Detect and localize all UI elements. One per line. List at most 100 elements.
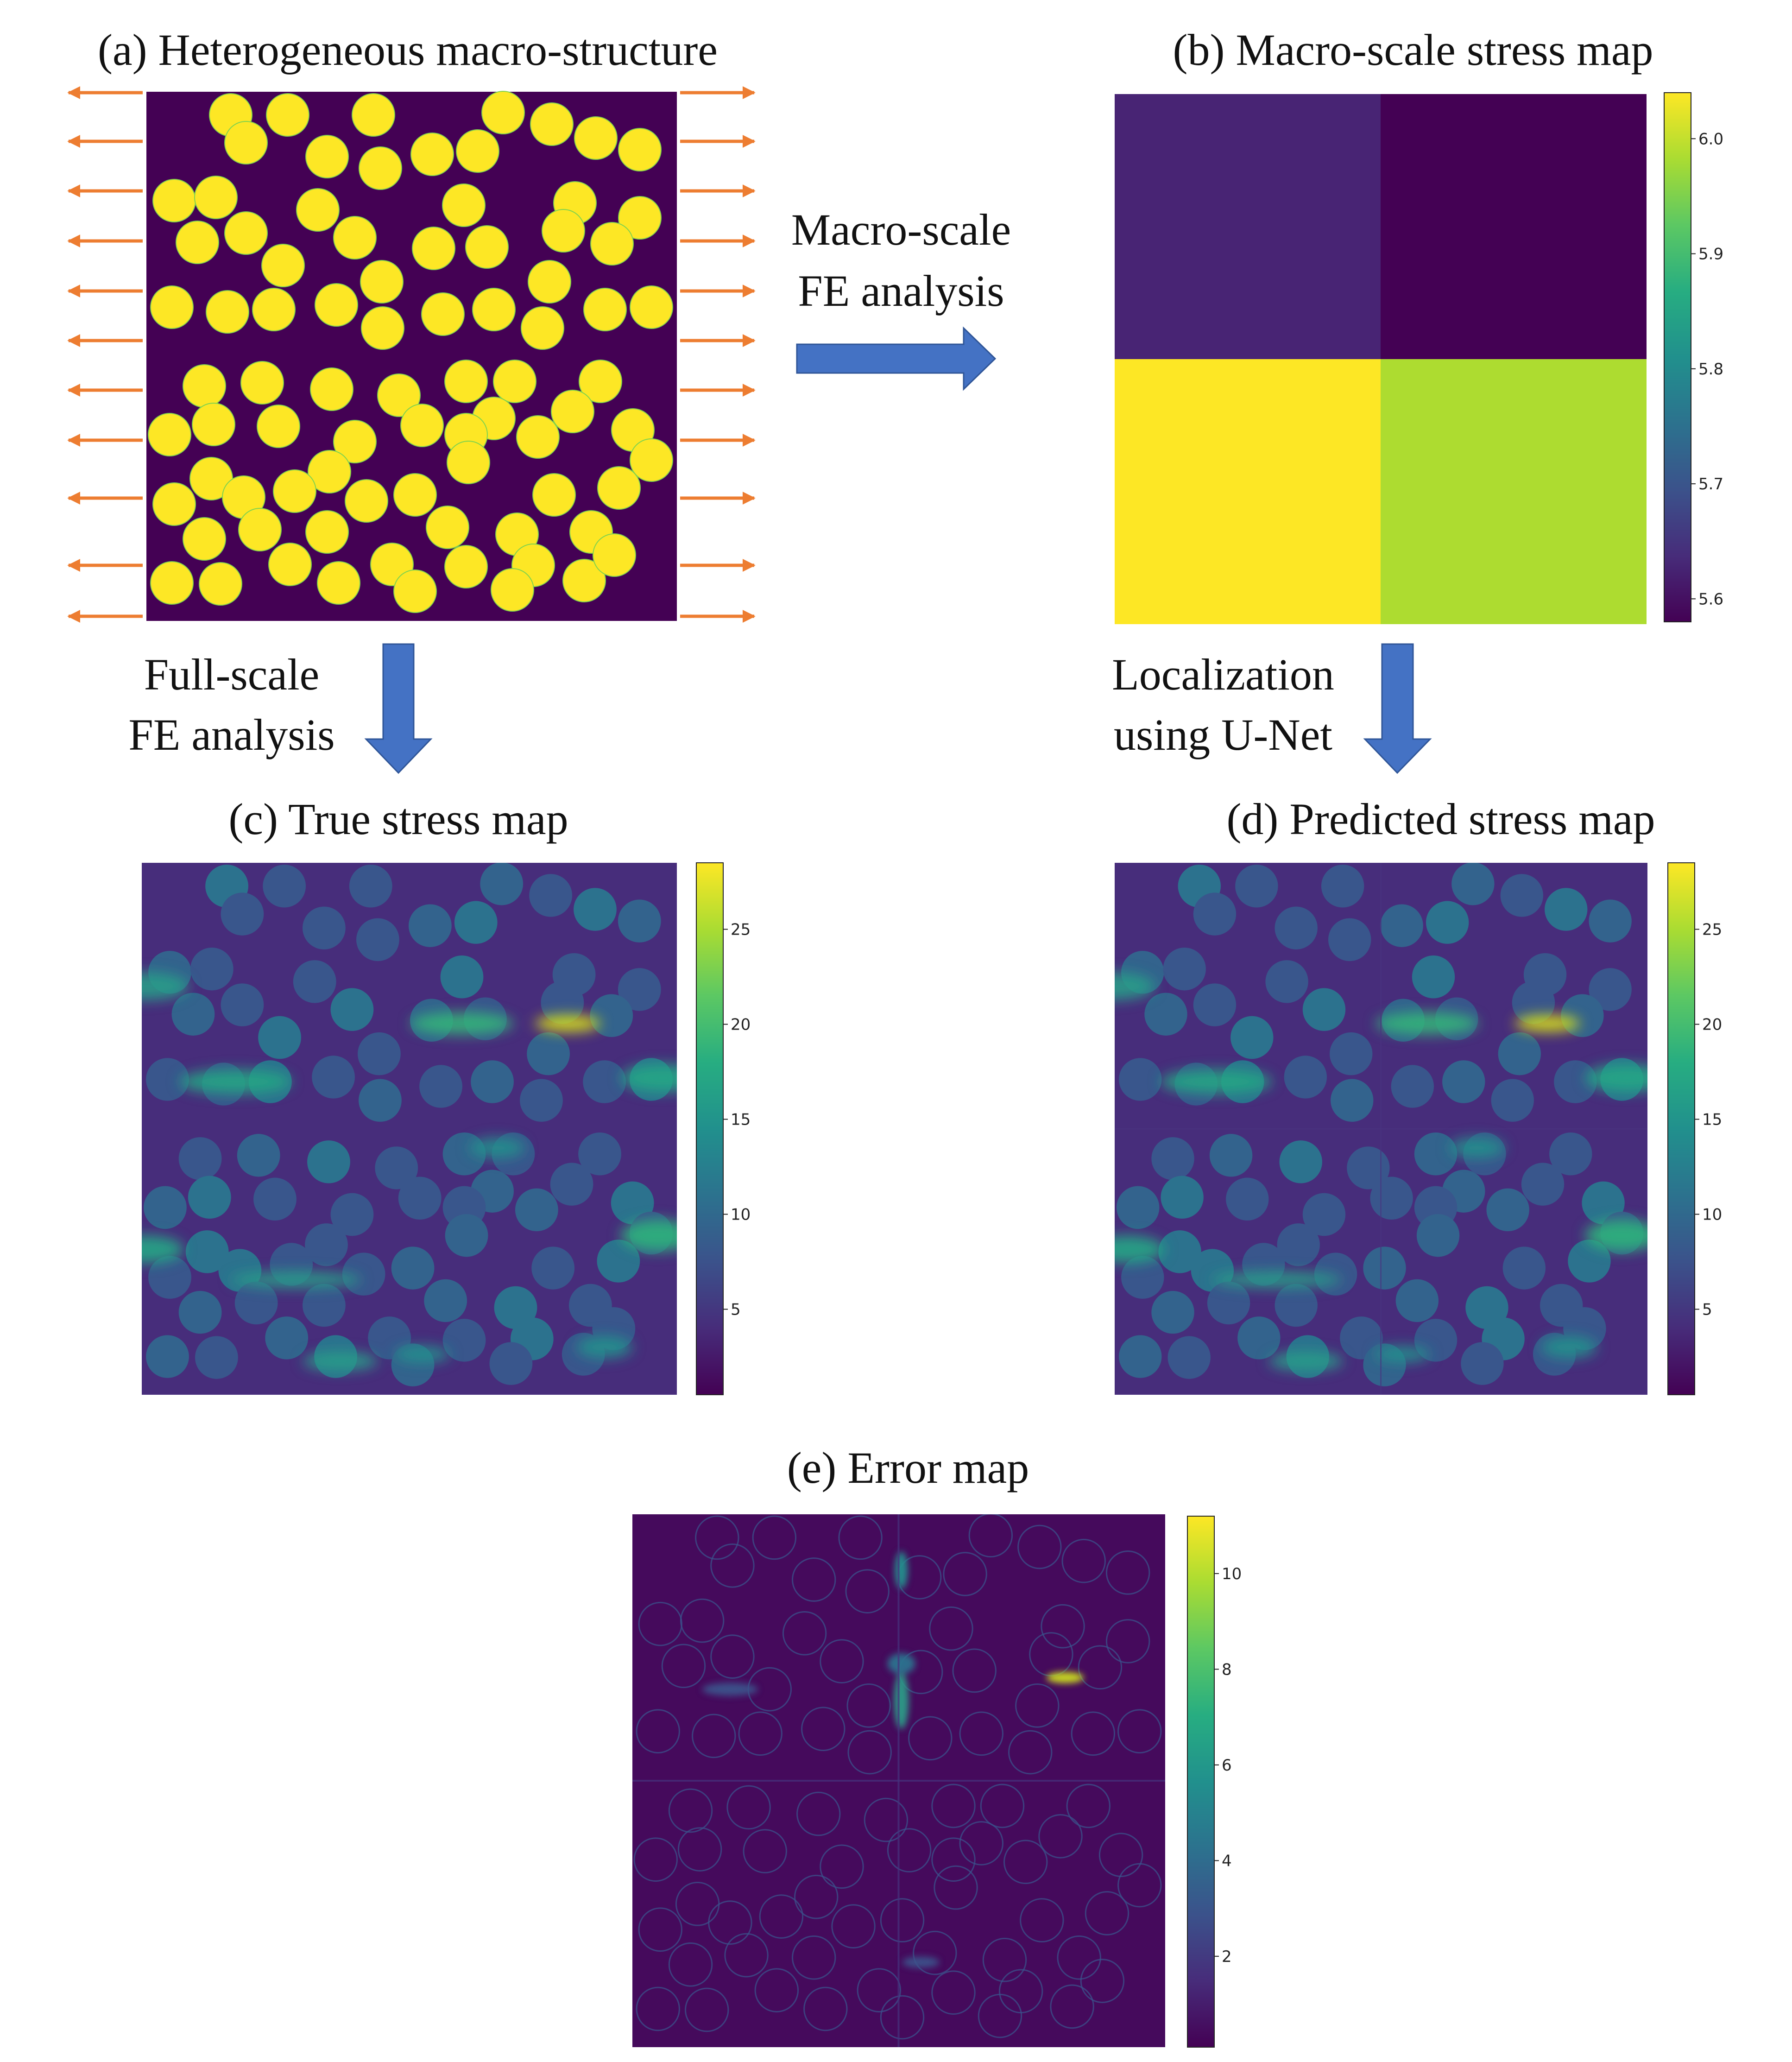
- panel-c-title: (c) True stress map: [228, 794, 568, 844]
- inclusion-particle: [252, 288, 296, 331]
- inclusion-particle: [296, 188, 340, 232]
- stress-particle: [307, 1140, 350, 1183]
- stress-particle: [1121, 1256, 1164, 1299]
- stress-hotspot: [1374, 1346, 1430, 1363]
- stress-hotspot: [620, 1220, 677, 1252]
- stress-particle: [1451, 863, 1495, 905]
- colorbar-gradient: [1667, 862, 1695, 1395]
- inclusion-particle: [261, 244, 305, 287]
- stress-particle: [1370, 1176, 1413, 1220]
- tension-load-arrows: [67, 86, 756, 623]
- error-ring: [931, 1837, 976, 1882]
- error-ring: [1061, 1538, 1106, 1583]
- panel-a-title: (a) Heterogeneous macro-structure: [98, 25, 718, 75]
- inclusion-particle: [393, 569, 437, 613]
- error-ring: [1117, 1709, 1162, 1754]
- stress-particle: [1158, 1230, 1201, 1273]
- stress-particle: [359, 1079, 402, 1122]
- colorbar-gradient: [696, 862, 724, 1395]
- stress-particle: [1321, 865, 1364, 908]
- error-ring: [908, 1716, 953, 1761]
- stress-particle: [398, 1176, 442, 1220]
- stress-particle: [178, 1290, 222, 1334]
- error-hotspot: [894, 1673, 909, 1729]
- error-ring: [668, 1942, 713, 1987]
- inclusion-particle: [393, 473, 437, 517]
- stress-particle: [1284, 1056, 1327, 1099]
- stress-hotspot: [230, 1271, 362, 1288]
- stress-particle: [305, 1223, 348, 1266]
- predicted-stress-field: [1115, 863, 1647, 1386]
- stress-particle: [1426, 901, 1469, 944]
- stress-hotspot: [1211, 1271, 1342, 1288]
- error-ring: [1117, 1863, 1162, 1908]
- inclusion-particle: [310, 367, 353, 411]
- error-ring: [791, 1935, 836, 1980]
- error-ring: [1071, 1711, 1116, 1756]
- inclusion-particle: [618, 196, 662, 240]
- stress-particle: [1302, 1193, 1346, 1236]
- colorbar-tick-label: 10: [1702, 1206, 1722, 1224]
- error-ring: [929, 1606, 973, 1651]
- inclusion-particle: [493, 360, 536, 403]
- stress-particle: [440, 955, 484, 999]
- colorbar-tick-label: 4: [1222, 1852, 1232, 1870]
- stress-particle: [293, 960, 336, 1003]
- stress-particle: [146, 1058, 189, 1101]
- stress-particle: [424, 1279, 467, 1322]
- stress-particle: [1416, 1214, 1460, 1257]
- error-ring: [1038, 1814, 1083, 1859]
- stress-particle: [146, 1335, 189, 1378]
- predicted-stress-map: [1115, 863, 1647, 1395]
- inclusion-particle: [590, 222, 634, 266]
- stress-particle: [1265, 960, 1308, 1003]
- panel-e: 10 8 6 4 2: [632, 1514, 1242, 2048]
- inclusion-particle: [345, 479, 388, 523]
- stress-particle: [1302, 988, 1346, 1031]
- error-ring: [846, 1683, 891, 1728]
- colorbar-tick-label: 15: [1702, 1111, 1722, 1129]
- inclusion-particle: [481, 91, 525, 134]
- inclusion-particle: [597, 466, 641, 510]
- inclusion-particle: [305, 135, 349, 178]
- stress-particle: [618, 899, 661, 942]
- error-ring: [661, 1644, 706, 1689]
- stress-particle: [590, 994, 633, 1037]
- macro-cell-bottom-right: [1381, 359, 1647, 624]
- stress-particle: [442, 1319, 486, 1362]
- stress-particle: [1554, 1060, 1597, 1103]
- colorbar-tick-label: 2: [1222, 1948, 1232, 1966]
- stress-particle: [375, 1146, 418, 1189]
- inclusion-particle: [268, 543, 312, 586]
- stress-hotspot: [1115, 1235, 1165, 1264]
- stress-hotspot: [1514, 1015, 1580, 1032]
- stress-particle: [408, 904, 452, 947]
- stress-particle: [1486, 1188, 1529, 1232]
- error-ring: [638, 1601, 682, 1646]
- stress-hotspot: [1585, 1220, 1647, 1252]
- error-ring: [931, 1784, 976, 1828]
- stress-particle: [541, 981, 584, 1024]
- stress-particle: [171, 993, 215, 1036]
- stress-particle: [1193, 892, 1237, 936]
- macro-cell-bottom-left: [1115, 359, 1381, 624]
- stress-particle: [1237, 1316, 1281, 1360]
- true-stress-map: [142, 863, 677, 1395]
- inclusion-particle: [412, 227, 455, 270]
- stress-particle: [1391, 1065, 1434, 1108]
- error-ring: [1041, 1604, 1085, 1649]
- colorbar-tick-label: 5.6: [1698, 590, 1723, 608]
- inclusion-particle: [421, 292, 465, 336]
- colorbar-gradient: [1664, 92, 1691, 622]
- error-ring: [738, 1711, 782, 1756]
- inclusion-particle: [618, 128, 662, 171]
- error-ring: [1020, 1898, 1064, 1942]
- error-ring: [754, 1968, 799, 2012]
- stress-particle: [263, 865, 306, 908]
- stress-particle: [148, 1256, 191, 1299]
- inclusion-particle: [150, 285, 194, 329]
- step-full-fe: Full-scale FE analysis: [128, 643, 433, 774]
- inclusion-particle: [521, 306, 564, 350]
- stress-particle: [419, 1065, 462, 1108]
- error-ring: [636, 1709, 680, 1754]
